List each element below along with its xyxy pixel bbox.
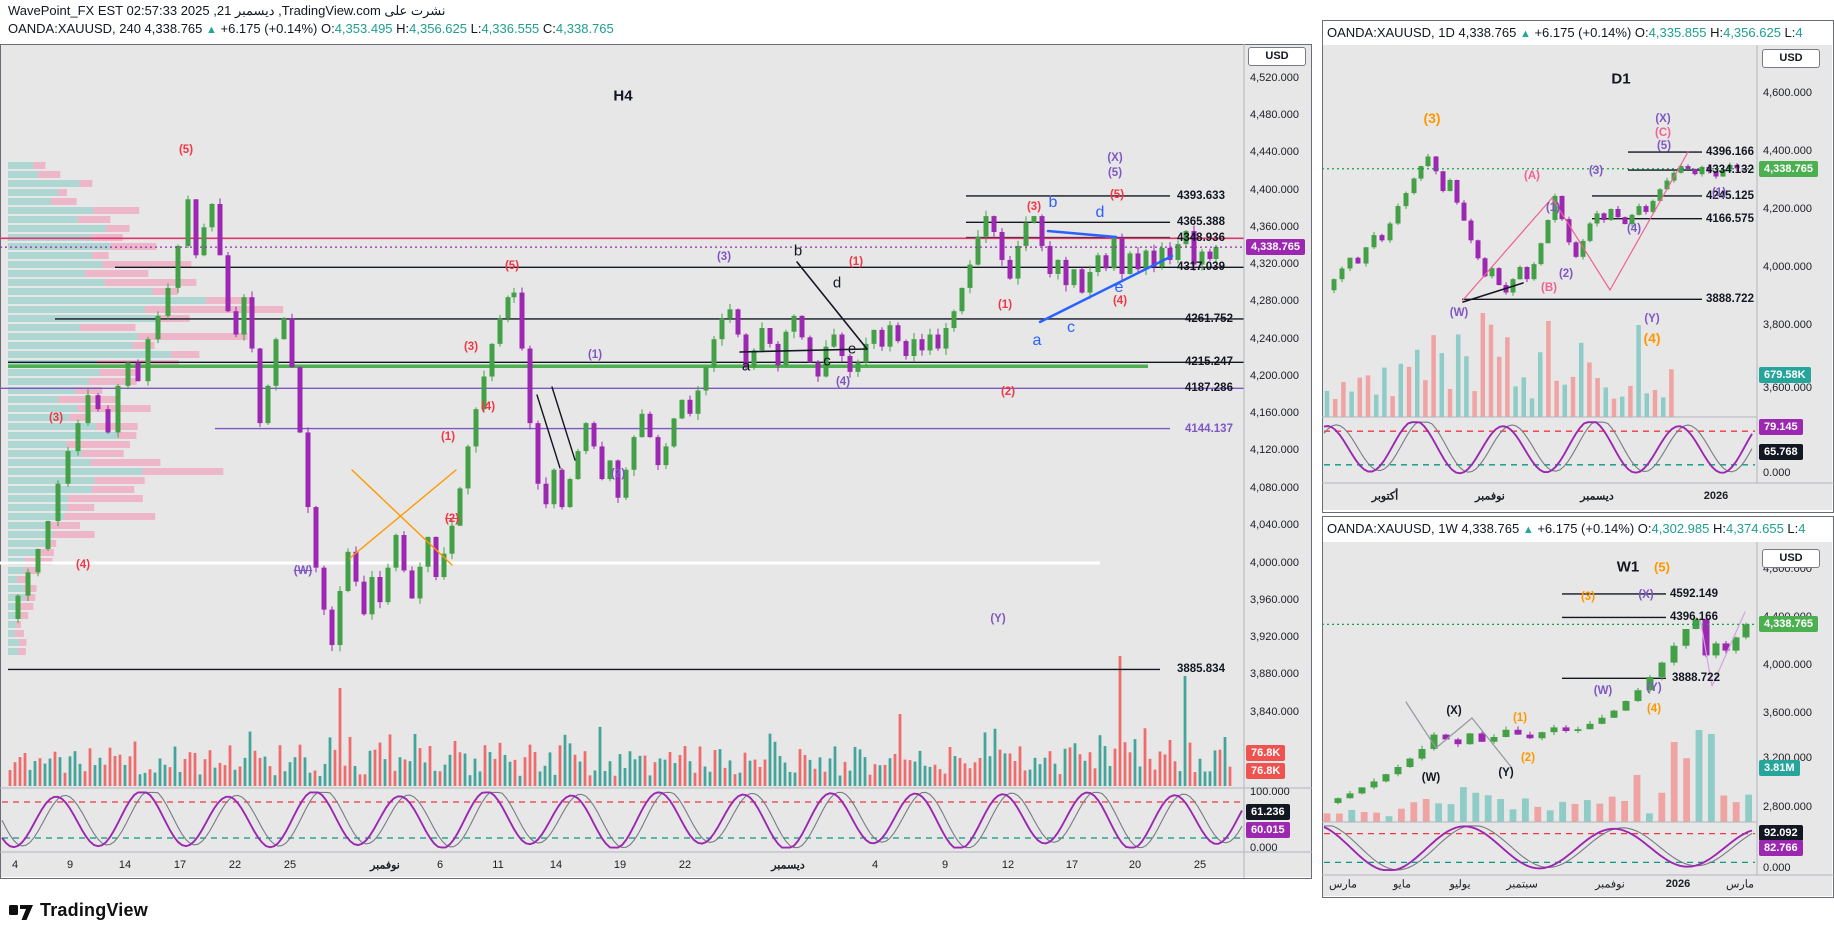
tradingview-logo[interactable]: TradingView [8, 898, 148, 922]
w1-currency-button[interactable]: USD [1762, 549, 1820, 568]
attribution-text: WavePoint_FX EST 02:57:33 2025 ,21 ديسمب… [8, 3, 446, 18]
d1-currency-button[interactable]: USD [1762, 49, 1820, 68]
d1-header-strip [1323, 21, 1832, 45]
w1-header-strip [1323, 517, 1832, 542]
d1-chart-header: OANDA:XAUUSD, 1D 4,338.765 ▲ +6.175 (+0.… [1327, 25, 1803, 40]
main-currency-button[interactable]: USD [1248, 47, 1306, 66]
w1-chart-header: OANDA:XAUUSD, 1W 4,338.765 ▲ +6.175 (+0.… [1327, 521, 1806, 536]
tradingview-logo-text: TradingView [40, 899, 148, 920]
tradingview-logo-icon [9, 905, 33, 920]
main-chart-header: OANDA:XAUUSD, 240 4,338.765 ▲ +6.175 (+0… [8, 21, 614, 36]
